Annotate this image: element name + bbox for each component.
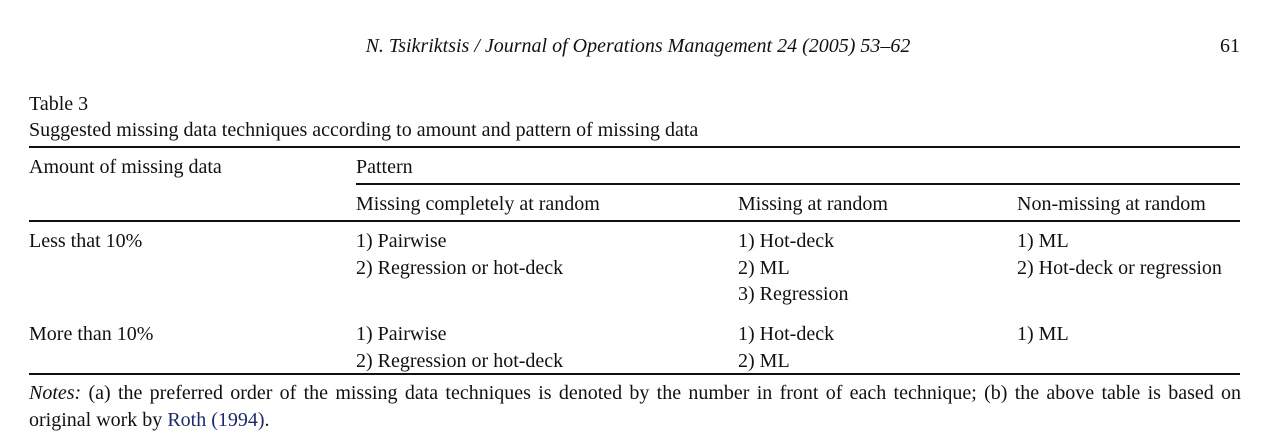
row-header-label: Amount of missing data — [29, 156, 222, 178]
technique-item: 2) ML — [738, 349, 790, 372]
column-header-mar: Missing at random — [738, 193, 888, 215]
technique-item: 1) Hot-deck — [738, 230, 835, 252]
header-bottom-rule — [29, 220, 1240, 222]
notes-label: Notes: — [29, 382, 82, 404]
notes-end: . — [264, 409, 270, 431]
table-cell-nmar: 1) ML — [1017, 321, 1069, 348]
technique-item: 2) ML — [738, 256, 790, 279]
table-cell-mcar: 1) Pairwise 2) Regression or hot-deck — [356, 228, 563, 281]
table-cell-mcar: 1) Pairwise 2) Regression or hot-deck — [356, 321, 563, 374]
technique-item: 1) Pairwise — [356, 230, 447, 252]
table-caption: Suggested missing data techniques accord… — [29, 119, 699, 141]
technique-item: 2) Regression or hot-deck — [356, 349, 564, 372]
technique-item: 2) Regression or hot-deck — [356, 256, 564, 279]
citation-link[interactable]: Roth (1994) — [167, 409, 265, 431]
technique-item: 1) ML — [1017, 230, 1069, 252]
technique-item: 1) Hot-deck — [738, 323, 835, 345]
technique-item: 3) Regression — [738, 283, 849, 305]
technique-item: 1) Pairwise — [356, 323, 447, 345]
table-cell-mar: 1) Hot-deck 2) ML 3) Regression — [738, 228, 849, 308]
page-number: 61 — [1220, 35, 1240, 57]
column-header-mcar: Missing completely at random — [356, 193, 600, 215]
pattern-header-rule — [356, 183, 1240, 185]
table-label: Table 3 — [29, 93, 89, 115]
row-amount-more-10: More than 10% — [29, 323, 154, 345]
row-amount-less-10: Less that 10% — [29, 230, 143, 252]
table-notes: Notes: (a) the preferred order of the mi… — [29, 380, 1241, 434]
technique-item: 1) ML — [1017, 323, 1069, 345]
pattern-group-header: Pattern — [356, 156, 413, 178]
notes-text: (a) the preferred order of the missing d… — [29, 382, 1241, 431]
table-cell-mar: 1) Hot-deck 2) ML — [738, 321, 834, 374]
table-top-rule — [29, 146, 1240, 148]
technique-item: 2) Hot-deck or regression — [1017, 256, 1222, 279]
table-bottom-rule — [29, 373, 1240, 375]
column-header-nmar: Non-missing at random — [1017, 193, 1206, 215]
table-cell-nmar: 1) ML 2) Hot-deck or regression — [1017, 228, 1222, 281]
running-head: N. Tsikriktsis / Journal of Operations M… — [365, 35, 911, 57]
